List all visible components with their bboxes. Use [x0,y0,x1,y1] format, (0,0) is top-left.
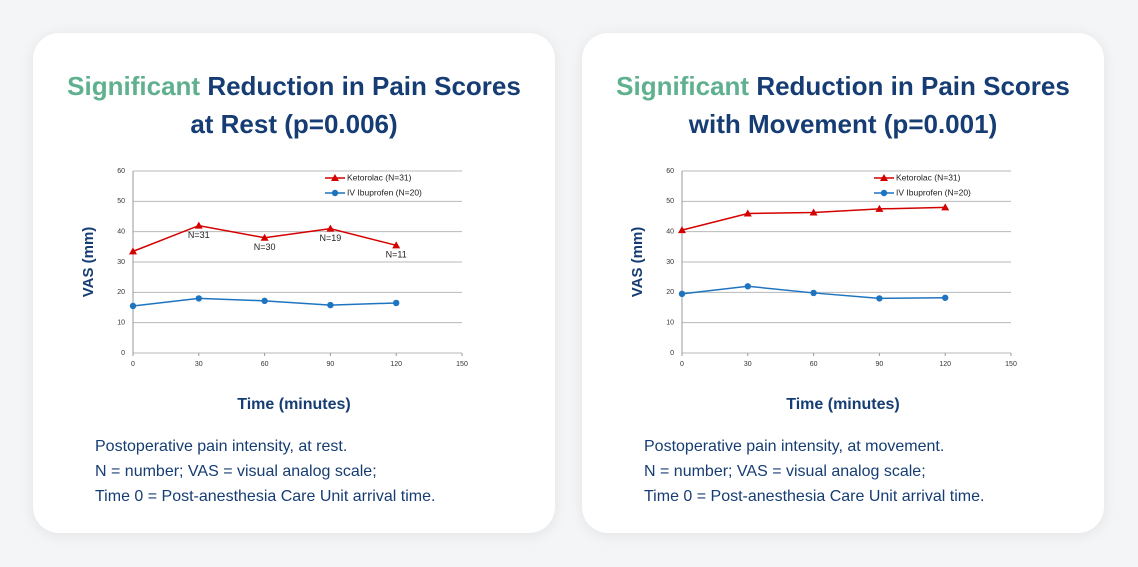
caption-line: Postoperative pain intensity, at movemen… [644,438,945,455]
y-tick-label: 60 [666,168,674,175]
caption: Postoperative pain intensity, at movemen… [644,434,984,509]
marker [331,189,339,197]
x-axis-label: Time (minutes) [237,396,351,413]
y-tick-label: 30 [666,259,674,266]
y-tick-label: 10 [666,320,674,327]
chart: 0 10 20 30 40 50 60 0 30 60 90 120 150 VAS (mm) Time (… [80,168,468,413]
card: Significant Reduction in Pain Scores wit… [582,33,1104,533]
caption-line: Time 0 = Post-anesthesia Care Unit arriv… [644,488,985,505]
card-title: Significant Reduction in Pain Scores at … [54,67,534,143]
annotation: N=31 [188,230,210,240]
x-axis-label: Time (minutes) [786,396,900,413]
card-title: Significant Reduction in Pain Scores wit… [603,67,1083,143]
caption-line: Time 0 = Post-anesthesia Care Unit arriv… [95,488,436,505]
annotation: N=30 [254,242,276,252]
y-tick-label: 0 [670,350,674,357]
marker [810,289,817,297]
legend-label: IV Ibuprofen (N=20) [347,187,422,197]
x-tick-label: 120 [939,361,951,368]
marker [875,204,884,212]
marker [331,174,339,181]
x-tick-label: 0 [131,361,135,368]
marker [678,290,686,298]
marker [876,295,883,302]
x-tick-label: 150 [1005,361,1017,368]
y-axis-label: VAS (mm) [629,227,646,298]
legend-label: Ketorolac (N=31) [347,172,412,182]
chart: 0 10 20 30 40 50 60 0 30 60 90 120 150 VAS (mm) Time (… [629,168,1017,413]
annotation: N=11 [386,250,407,260]
x-tick-label: 150 [456,361,468,368]
y-tick-label: 50 [117,198,125,205]
marker [260,233,269,241]
y-tick-label: 40 [117,229,125,236]
caption: Postoperative pain intensity, at rest. N … [95,434,435,509]
annotation: N=19 [320,233,342,243]
marker [326,224,335,232]
marker [809,208,818,216]
marker [941,203,950,211]
y-tick-label: 20 [117,289,125,296]
x-tick-label: 30 [744,361,752,368]
x-tick-label: 120 [390,361,402,368]
title-text: Reduction in Pain Scores with Movement (… [688,71,1070,139]
marker [261,297,268,305]
x-tick-label: 60 [261,361,269,368]
y-tick-label: 40 [666,229,674,236]
marker [880,189,888,197]
caption-line: N = number; VAS = visual analog scale; [644,463,926,480]
legend-label: Ketorolac (N=31) [896,172,961,182]
title-highlight: Significant [67,71,201,101]
title-text: Reduction in Pain Scores at Rest (p=0.00… [190,71,521,139]
y-tick-label: 30 [117,259,125,266]
title-highlight: Significant [616,71,750,101]
y-tick-label: 50 [666,198,674,205]
marker [743,209,752,217]
marker [678,226,686,234]
y-tick-label: 10 [117,320,125,327]
card: Significant Reduction in Pain Scores at … [33,33,555,533]
caption-line: N = number; VAS = visual analog scale; [95,463,377,480]
x-tick-label: 90 [327,361,335,368]
marker [195,295,202,302]
marker [744,283,751,290]
x-tick-label: 0 [680,361,684,368]
marker [129,247,137,255]
y-tick-label: 0 [121,350,125,357]
marker [880,174,888,181]
marker [393,299,400,307]
marker [327,301,334,309]
legend-label: IV Ibuprofen (N=20) [896,187,971,197]
x-tick-label: 90 [876,361,884,368]
marker [392,241,401,249]
y-tick-label: 60 [117,168,125,175]
x-tick-label: 30 [195,361,203,368]
marker [194,221,203,229]
y-tick-label: 20 [666,289,674,296]
marker [129,302,137,310]
caption-line: Postoperative pain intensity, at rest. [95,438,348,455]
x-tick-label: 60 [810,361,818,368]
y-axis-label: VAS (mm) [80,227,97,298]
marker [942,294,949,301]
